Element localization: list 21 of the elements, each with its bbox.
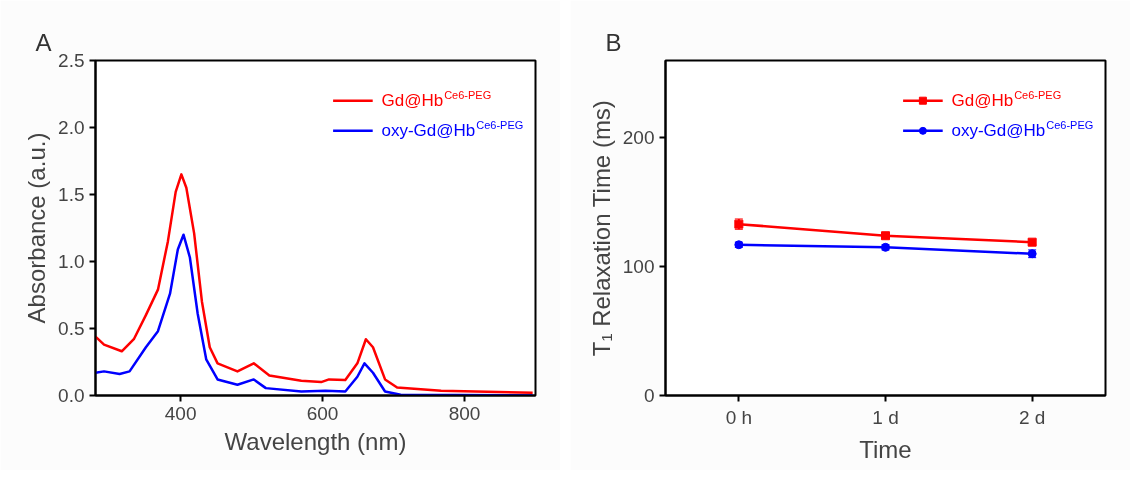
y-tick-label: 0.5 (58, 318, 85, 339)
y-tick-label: 0.0 (58, 385, 85, 406)
y-tick-label: 1.5 (58, 184, 85, 205)
x-axis-title: Time (859, 435, 912, 463)
y-tick-label: 2.5 (58, 50, 85, 71)
y-axis-title: T₁ Relaxation Time (ms) (587, 100, 615, 357)
y-tick-label: 100 (622, 256, 655, 278)
chart-title: A (35, 28, 52, 56)
x-tick-label: 800 (448, 402, 481, 424)
x-tick-label: 0 h (725, 406, 753, 428)
y-axis-title: Absorbance (a.u.) (23, 132, 51, 324)
x-axis-title: Wavelength (nm) (224, 427, 407, 455)
y-tick-label: 1.0 (58, 251, 85, 272)
y-tick-label: 0 (643, 385, 655, 406)
y-tick-label: 2.0 (58, 117, 85, 138)
x-tick-label: 600 (306, 402, 339, 424)
y-tick-label: 200 (622, 127, 655, 149)
x-tick-label: 2 d (1018, 406, 1046, 428)
chart-title: B (605, 28, 622, 56)
x-tick-label: 1 d (872, 406, 899, 428)
x-tick-label: 400 (164, 402, 197, 424)
